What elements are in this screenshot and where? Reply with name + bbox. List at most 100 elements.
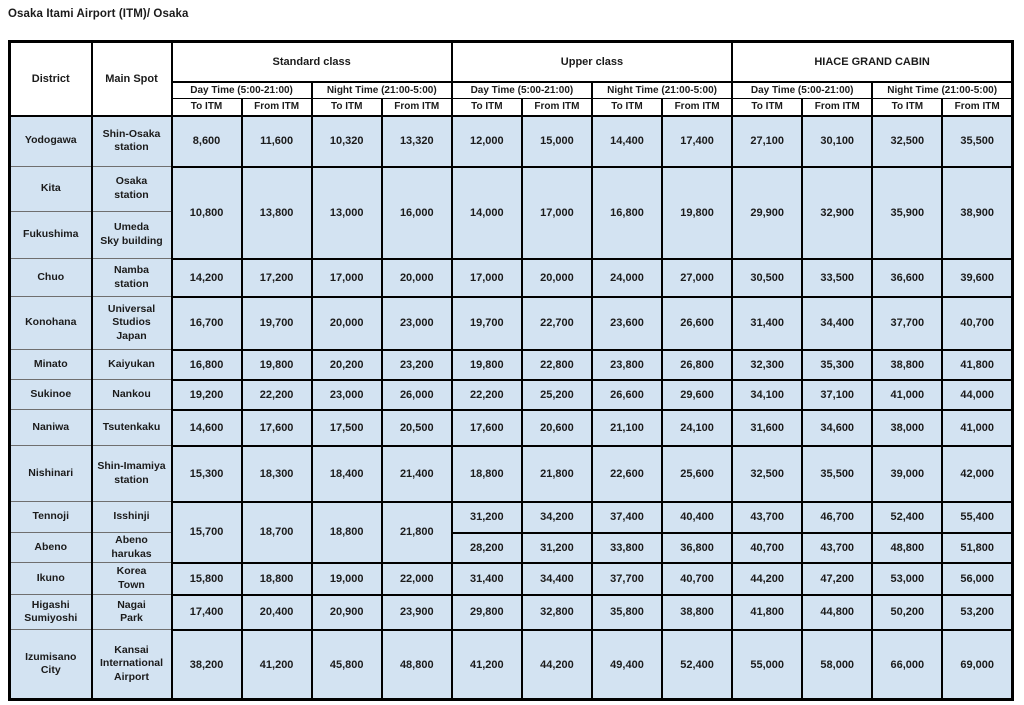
fare-cell: 49,400 <box>590 628 664 701</box>
district-cell: Ikuno <box>8 562 93 596</box>
spot-cell: Korea Town <box>90 562 173 596</box>
fare-cell: 43,700 <box>731 500 804 534</box>
fare-cell: 18,800 <box>450 444 523 503</box>
fare-cell: 34,400 <box>801 295 874 351</box>
fare-cell: 17,000 <box>310 257 383 298</box>
fare-cell: 13,320 <box>380 114 453 168</box>
dir-header-to-itm: To ITM <box>731 98 804 117</box>
district-cell: Naniwa <box>8 409 93 446</box>
header-row-classes: District Main Spot Standard class Upper … <box>8 40 1014 117</box>
spot-cell: Isshinji <box>90 501 173 533</box>
fare-cell: 19,800 <box>450 348 523 381</box>
fare-cell: 37,100 <box>801 378 874 411</box>
fare-cell: 47,200 <box>801 561 874 596</box>
fare-cell: 22,700 <box>520 295 593 351</box>
fare-cell: 36,600 <box>871 257 944 298</box>
spot-cell: Universal Studios Japan <box>90 296 173 350</box>
row-yodogawa: Yodogawa Shin-Osaka station 8,600 11,600… <box>8 114 1014 168</box>
fare-cell: 26,600 <box>590 378 664 411</box>
fare-cell: 14,400 <box>590 114 664 168</box>
row-ikuno: Ikuno Korea Town 15,800 18,800 19,000 22… <box>8 561 1014 596</box>
fare-cell: 55,000 <box>731 628 804 701</box>
fare-cell: 36,800 <box>661 531 734 564</box>
time-header-night: Night Time (21:00-5:00) <box>590 80 734 99</box>
fare-cell: 20,000 <box>310 295 383 351</box>
fare-cell: 20,200 <box>310 348 383 381</box>
fare-cell: 18,700 <box>240 500 313 564</box>
spot-cell: Nankou <box>90 379 173 410</box>
fare-cell: 19,200 <box>170 378 243 411</box>
spot-cell: Namba station <box>90 258 173 297</box>
fare-cell: 41,200 <box>240 628 313 701</box>
fare-cell: 24,000 <box>590 257 664 298</box>
district-cell: Kita <box>8 166 93 212</box>
fare-cell: 29,600 <box>661 378 734 411</box>
fare-cell: 58,000 <box>801 628 874 701</box>
fare-cell: 19,800 <box>240 348 313 381</box>
fare-cell: 17,500 <box>310 408 383 447</box>
dir-header-to-itm: To ITM <box>310 98 383 117</box>
fare-cell: 18,300 <box>240 444 313 503</box>
fare-cell: 17,400 <box>170 593 243 631</box>
fare-cell: 12,000 <box>450 114 523 168</box>
fare-cell: 35,900 <box>871 165 944 260</box>
time-header-day: Day Time (5:00-21:00) <box>731 80 874 99</box>
fare-cell: 34,100 <box>731 378 804 411</box>
fare-cell: 20,900 <box>310 593 383 631</box>
district-cell: Yodogawa <box>8 115 93 167</box>
fare-cell: 19,000 <box>310 561 383 596</box>
fare-cell: 15,300 <box>170 444 243 503</box>
fare-cell: 24,100 <box>661 408 734 447</box>
class-header-upper: Upper class <box>450 40 734 83</box>
fare-cell: 27,000 <box>661 257 734 298</box>
fare-cell: 15,800 <box>170 561 243 596</box>
fare-cell: 16,800 <box>170 348 243 381</box>
dir-header-to-itm: To ITM <box>450 98 523 117</box>
fare-cell: 37,400 <box>590 500 664 534</box>
fare-cell: 31,600 <box>731 408 804 447</box>
fare-cell: 34,200 <box>520 500 593 534</box>
fare-cell: 17,200 <box>240 257 313 298</box>
fare-cell: 22,600 <box>590 444 664 503</box>
time-header-night: Night Time (21:00-5:00) <box>310 80 453 99</box>
fare-cell: 23,800 <box>590 348 664 381</box>
fare-cell: 16,800 <box>590 165 664 260</box>
fare-cell: 40,400 <box>661 500 734 534</box>
fare-cell: 26,600 <box>661 295 734 351</box>
row-chuo: Chuo Namba station 14,200 17,200 17,000 … <box>8 257 1014 298</box>
fare-cell: 56,000 <box>941 561 1014 596</box>
fare-cell: 41,000 <box>941 408 1014 447</box>
fare-cell: 39,600 <box>941 257 1014 298</box>
fare-cell: 31,200 <box>450 500 523 534</box>
fare-cell: 38,900 <box>941 165 1014 260</box>
district-cell: Abeno <box>8 531 93 564</box>
fare-cell: 18,400 <box>310 444 383 503</box>
row-tennoji: Tennoji Isshinji 15,700 18,700 18,800 21… <box>8 500 1014 564</box>
fare-cell: 48,800 <box>871 531 944 564</box>
fare-cell: 41,000 <box>871 378 944 411</box>
fare-cell: 31,400 <box>731 295 804 351</box>
fare-cell: 11,600 <box>240 114 313 168</box>
fare-cell: 30,100 <box>801 114 874 168</box>
fare-cell: 16,700 <box>170 295 243 351</box>
fare-cell: 32,500 <box>871 114 944 168</box>
fare-cell: 23,600 <box>590 295 664 351</box>
fare-cell: 33,800 <box>590 531 664 564</box>
page-title: Osaka Itami Airport (ITM)/ Osaka <box>8 8 189 20</box>
dir-header-from-itm: From ITM <box>941 98 1014 117</box>
fare-cell: 44,200 <box>520 628 593 701</box>
fare-cell: 23,000 <box>310 378 383 411</box>
fare-cell: 25,600 <box>661 444 734 503</box>
spot-cell: Osaka station <box>90 166 173 212</box>
fare-cell: 22,000 <box>380 561 453 596</box>
time-header-day: Day Time (5:00-21:00) <box>450 80 593 99</box>
fare-cell: 69,000 <box>941 628 1014 701</box>
fare-cell: 40,700 <box>941 295 1014 351</box>
header-row-direction: To ITM From ITM To ITM From ITM To ITM F… <box>10 98 1014 117</box>
table-body: Yodogawa Shin-Osaka station 8,600 11,600… <box>8 114 1014 701</box>
fare-cell: 18,800 <box>310 500 383 564</box>
fare-cell: 31,200 <box>520 531 593 564</box>
fare-cell: 34,400 <box>520 561 593 596</box>
fare-cell: 37,700 <box>590 561 664 596</box>
fare-cell: 35,500 <box>801 444 874 503</box>
